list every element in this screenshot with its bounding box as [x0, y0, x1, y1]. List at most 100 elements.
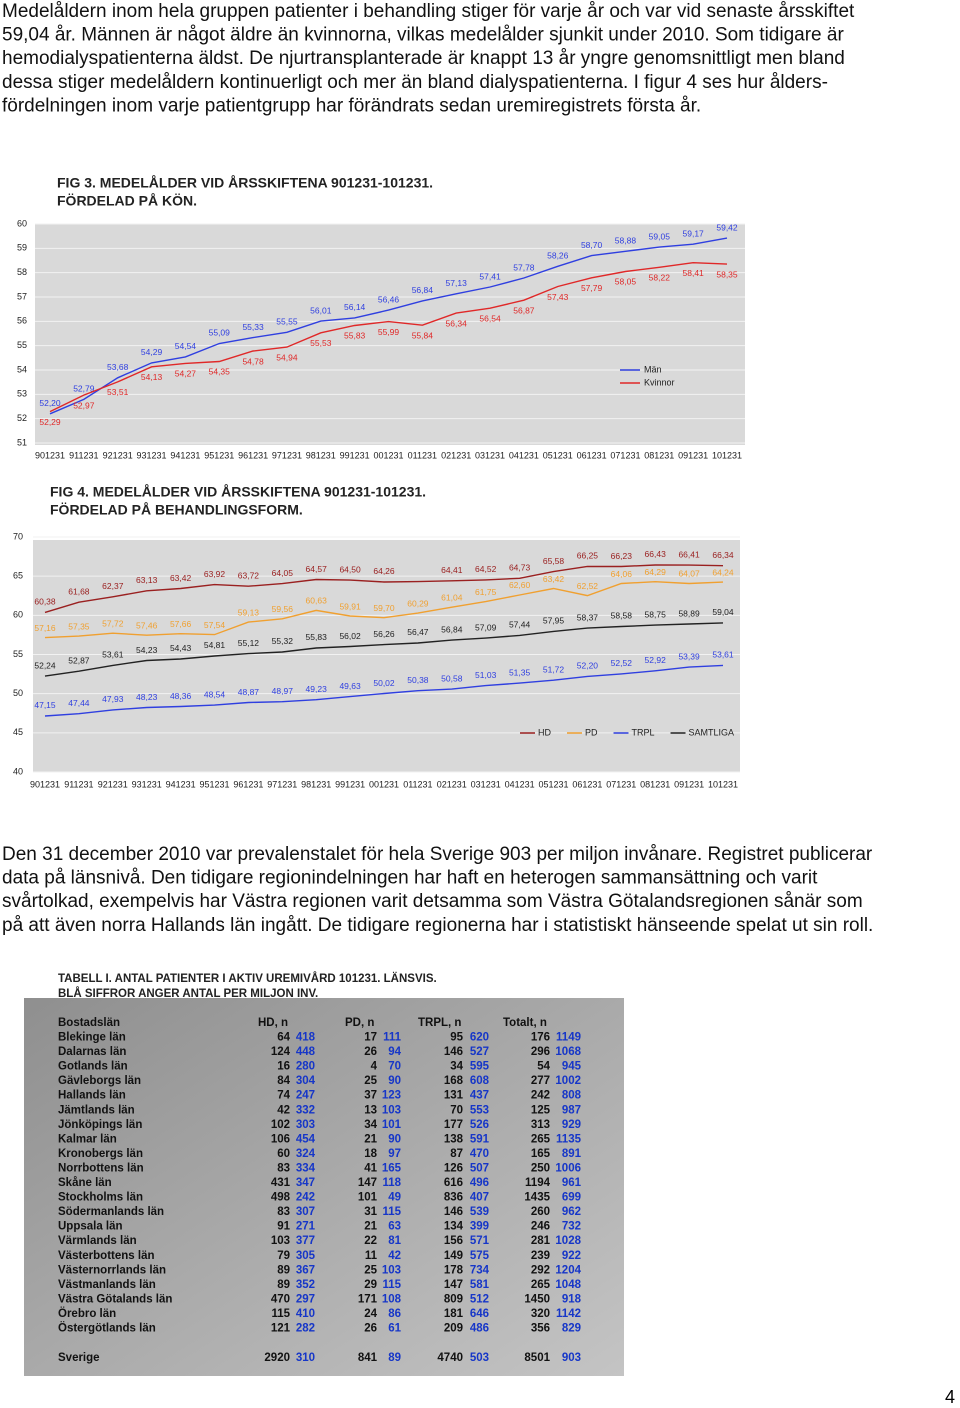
table-cell: 125 — [531, 1104, 551, 1116]
paragraph-line: data på länsnivå. Den tidigare regionind… — [2, 868, 818, 889]
data-label: 52,20 — [577, 661, 599, 671]
table-cell: 961 — [562, 1177, 582, 1189]
table-cell: 115 — [382, 1279, 401, 1291]
x-tick-label: 981231 — [301, 779, 331, 789]
table-cell: 347 — [296, 1177, 315, 1189]
table-header: TRPL, n — [418, 1017, 461, 1029]
paragraph-line: 59,04 år. Männen är något äldre än kvinn… — [2, 25, 844, 46]
x-tick-label: 991231 — [340, 450, 370, 460]
table-cell: 297 — [296, 1293, 315, 1305]
y-tick-label: 58 — [17, 267, 27, 277]
x-tick-label: 031231 — [475, 450, 505, 460]
paragraph-line: Medelåldern inom hela gruppen patienter … — [2, 1, 855, 22]
table-cell: 1435 — [524, 1192, 550, 1204]
data-label: 57,66 — [170, 619, 192, 629]
table-cell: 89 — [277, 1264, 290, 1276]
table-cell: Stockholms län — [58, 1192, 143, 1204]
data-label: 52,24 — [34, 660, 56, 670]
data-label: 58,58 — [611, 611, 633, 621]
table-cell: 42 — [388, 1250, 401, 1262]
table-cell: 111 — [383, 1032, 402, 1044]
table-cell: 37 — [364, 1090, 377, 1102]
table-cell: Gotlands län — [58, 1061, 128, 1073]
table-cell: 121 — [271, 1323, 291, 1335]
legend-label: SAMTLIGA — [689, 727, 735, 737]
table-cell: 89 — [277, 1279, 290, 1291]
x-tick-label: 081231 — [640, 779, 670, 789]
data-label: 61,68 — [68, 586, 90, 596]
table-cell: 31 — [364, 1206, 377, 1218]
data-label: 55,55 — [276, 317, 298, 327]
x-tick-label: 101231 — [712, 450, 742, 460]
table-cell: Västra Götalands län — [58, 1293, 172, 1305]
table-cell: 608 — [470, 1075, 490, 1087]
table-cell: 16 — [277, 1061, 290, 1073]
x-tick-label: 951231 — [199, 779, 229, 789]
table-cell: 246 — [531, 1221, 550, 1233]
table-cell: 418 — [296, 1032, 316, 1044]
table-cell: 18 — [364, 1148, 377, 1160]
table-cell: 146 — [444, 1046, 463, 1058]
x-tick-label: 961231 — [233, 779, 263, 789]
data-label: 55,53 — [310, 338, 332, 348]
data-label: 57,09 — [475, 622, 497, 632]
table-cell: 526 — [470, 1119, 489, 1131]
table-cell: 646 — [470, 1308, 489, 1320]
x-tick-label: 041231 — [505, 779, 535, 789]
series-line — [49, 261, 728, 413]
data-label: 54,43 — [170, 643, 192, 653]
series-line — [44, 564, 724, 614]
x-tick-label: 931231 — [137, 450, 167, 460]
table-cell: 102 — [271, 1119, 290, 1131]
table-cell: 86 — [388, 1308, 401, 1320]
table-cell: 1142 — [556, 1308, 581, 1320]
table-cell: Södermanlands län — [58, 1206, 164, 1218]
data-label: 49,63 — [339, 681, 361, 691]
series-line — [44, 664, 724, 717]
table-cell: 307 — [296, 1206, 315, 1218]
figure-title: FÖRDELAD PÅ KÖN. — [57, 193, 197, 209]
data-label: 55,83 — [344, 331, 366, 341]
x-tick-label: 991231 — [335, 779, 365, 789]
table-cell: 79 — [277, 1250, 290, 1262]
data-label: 57,16 — [34, 623, 56, 633]
data-label: 49,23 — [306, 684, 328, 694]
data-label: 64,26 — [373, 566, 395, 576]
table-cell: Östergötlands län — [58, 1322, 156, 1335]
table-cell: 310 — [296, 1352, 315, 1364]
table-cell: 118 — [382, 1177, 401, 1189]
table-cell: 8501 — [524, 1352, 550, 1364]
table-cell: 63 — [388, 1221, 401, 1233]
y-tick-label: 50 — [13, 688, 23, 698]
data-label: 58,89 — [678, 608, 700, 618]
data-label: 66,34 — [712, 550, 734, 560]
table-cell: 507 — [470, 1162, 489, 1174]
table-cell: 176 — [531, 1032, 550, 1044]
table-cell: 171 — [358, 1293, 378, 1305]
data-label: 48,54 — [204, 689, 226, 699]
series-line — [44, 622, 724, 677]
legend-label: TRPL — [632, 727, 655, 737]
table-cell: 539 — [470, 1206, 489, 1218]
data-label: 57,79 — [581, 283, 603, 293]
table-cell: 734 — [470, 1264, 490, 1276]
table-cell: Skåne län — [58, 1177, 112, 1189]
x-tick-label: 921231 — [98, 779, 128, 789]
data-label: 60,29 — [407, 598, 429, 608]
table-cell: 21 — [364, 1133, 377, 1145]
table-cell: 929 — [562, 1119, 581, 1131]
table-cell: 156 — [444, 1235, 463, 1247]
table-cell: 581 — [470, 1279, 490, 1291]
x-tick-label: 051231 — [543, 450, 573, 460]
data-label: 64,57 — [306, 564, 328, 574]
data-label: 48,23 — [136, 692, 158, 702]
y-tick-label: 45 — [13, 727, 23, 737]
data-label: 55,12 — [238, 638, 260, 648]
table-cell: 250 — [531, 1162, 550, 1174]
table-cell: 25 — [364, 1264, 377, 1276]
figure-title: FIG 3. MEDELÅLDER VID ÅRSSKIFTENA 901231… — [57, 175, 433, 191]
table-cell: 34 — [450, 1061, 463, 1073]
x-tick-label: 021231 — [441, 450, 471, 460]
table-cell: Värmlands län — [58, 1235, 137, 1247]
